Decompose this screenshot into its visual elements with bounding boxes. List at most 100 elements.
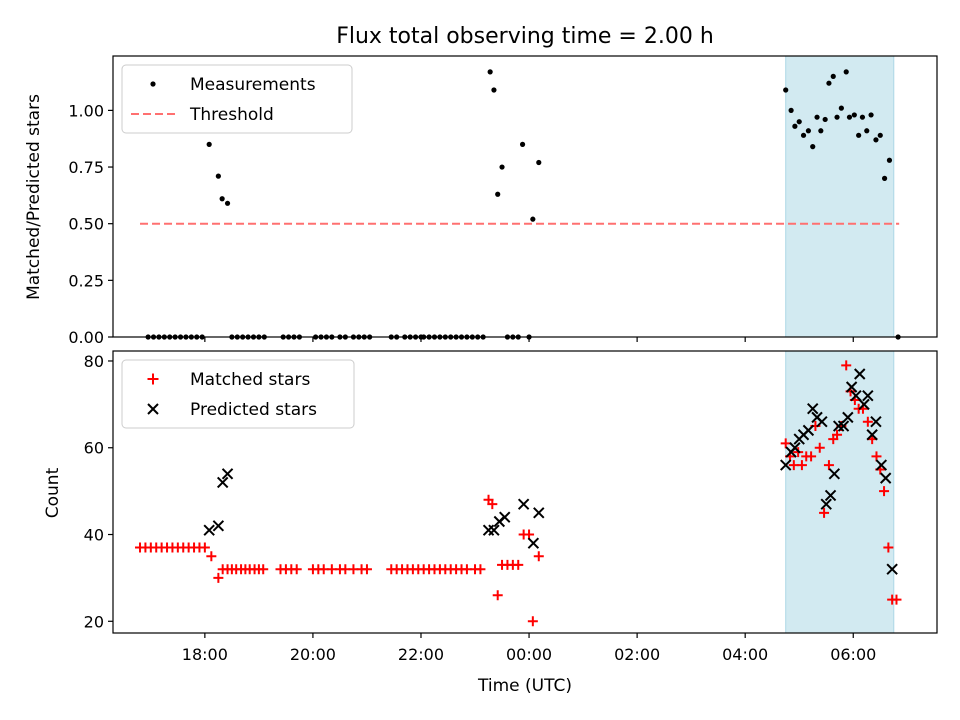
measurement-point xyxy=(206,141,212,147)
matched-star-point xyxy=(513,559,524,570)
y-tick-label: 0.75 xyxy=(68,158,104,177)
matched-star-point xyxy=(823,460,834,471)
measurement-point xyxy=(788,107,794,113)
matched-star-point xyxy=(806,451,817,462)
measurement-point xyxy=(530,216,536,222)
predicted-star-point xyxy=(820,498,832,510)
matched-star-point xyxy=(841,360,852,371)
predicted-star-point xyxy=(780,459,792,471)
predicted-star-point xyxy=(879,472,892,484)
x-tick-label: 02:00 xyxy=(614,645,660,664)
bottom-panel-ticks: 20 40 60 80 18:00 20:00 22:00 00:00 02:00 04:00 06… xyxy=(84,352,877,664)
predicted-star-point xyxy=(832,420,845,432)
legend-predicted-label: Predicted stars xyxy=(190,400,317,420)
matched-star-point xyxy=(862,416,873,427)
y-tick-label: 60 xyxy=(84,439,104,458)
matched-star-point xyxy=(814,442,825,453)
matched-star-point xyxy=(199,542,210,553)
predicted-star-point xyxy=(837,420,850,432)
predicted-star-point xyxy=(870,416,882,428)
measurement-point xyxy=(219,196,225,202)
matched-star-point xyxy=(832,429,843,440)
y-tick-label: 0.50 xyxy=(68,215,104,234)
legend-predicted-marker xyxy=(147,403,159,415)
x-tick-label: 00:00 xyxy=(506,645,552,664)
predicted-star-point xyxy=(845,381,858,393)
bottom-panel-marks xyxy=(135,350,902,634)
matched-star-point xyxy=(819,507,830,518)
measurement-point xyxy=(783,87,789,93)
highlight-span xyxy=(785,350,895,634)
x-tick-label: 18:00 xyxy=(182,645,228,664)
highlight-span xyxy=(785,55,895,338)
x-tick-label: 20:00 xyxy=(290,645,336,664)
matched-star-point xyxy=(883,542,894,553)
matched-star-point xyxy=(361,564,372,575)
predicted-star-point xyxy=(875,459,888,471)
x-tick-label: 04:00 xyxy=(722,645,768,664)
top-panel: 0.00 0.25 0.50 0.75 1.00 Matched/Predicted s… xyxy=(24,55,938,347)
predicted-star-point xyxy=(517,498,530,510)
measurement-point xyxy=(856,132,862,138)
measurement-point xyxy=(868,112,874,118)
predicted-star-point xyxy=(533,507,545,519)
predicted-star-point xyxy=(842,411,854,424)
top-panel-frame xyxy=(112,55,938,338)
predicted-star-point xyxy=(802,424,815,437)
predicted-star-point xyxy=(824,489,837,502)
bottom-panel: 20 40 60 80 18:00 20:00 22:00 00:00 02:00 04:00 06… xyxy=(43,350,938,696)
measurement-point xyxy=(873,137,879,143)
predicted-star-point xyxy=(854,368,866,380)
y-tick-label: 1.00 xyxy=(68,101,104,120)
measurement-point xyxy=(822,116,828,123)
matched-star-point xyxy=(213,572,224,583)
matched-star-point xyxy=(871,451,882,462)
legend-measurements-label: Measurements xyxy=(190,75,316,95)
predicted-star-point xyxy=(527,537,540,549)
legend-matched-label: Matched stars xyxy=(190,370,310,390)
y-tick-label: 40 xyxy=(84,526,104,545)
top-legend-box xyxy=(121,64,353,134)
matched-star-point xyxy=(796,460,807,471)
measurement-point xyxy=(499,164,505,170)
x-tick-label: 06:00 xyxy=(830,645,876,664)
predicted-star-point xyxy=(850,389,862,402)
measurement-point xyxy=(851,112,857,118)
legend-matched-marker xyxy=(147,373,159,385)
top-panel-marks xyxy=(140,55,901,340)
predicted-star-point xyxy=(807,402,819,415)
measurement-point xyxy=(838,105,844,111)
measurement-point xyxy=(886,157,893,163)
measurement-point xyxy=(859,114,866,120)
predicted-star-point xyxy=(499,511,511,523)
bottom-legend-box xyxy=(121,359,355,429)
matched-star-point xyxy=(258,564,269,575)
legend-measurements-marker xyxy=(150,81,156,87)
predicted-star-point xyxy=(488,524,500,536)
x-tick-label: 22:00 xyxy=(398,645,444,664)
predicted-star-point xyxy=(858,398,870,411)
predicted-star-point xyxy=(212,520,225,532)
y-tick-label: 80 xyxy=(84,352,104,371)
predicted-star-point xyxy=(789,442,801,454)
measurement-point xyxy=(800,132,807,138)
top-legend: Measurements Threshold xyxy=(121,64,353,134)
measurement-point xyxy=(846,114,853,120)
measurement-point xyxy=(814,114,820,120)
measurement-point xyxy=(877,132,883,138)
measurement-point xyxy=(487,69,493,75)
matched-star-point xyxy=(206,551,217,562)
matched-star-point xyxy=(527,616,538,627)
predicted-star-point xyxy=(862,389,874,402)
matched-star-point xyxy=(879,486,890,497)
measurement-point xyxy=(536,159,542,166)
y-tick-label: 20 xyxy=(84,612,104,631)
predicted-star-point xyxy=(482,524,495,536)
measurement-point xyxy=(818,128,824,134)
measurement-point xyxy=(519,141,526,147)
matched-star-point xyxy=(780,438,791,449)
predicted-star-point xyxy=(866,429,878,441)
top-y-axis-label: Matched/Predicted stars xyxy=(24,94,44,300)
x-axis-label: Time (UTC) xyxy=(477,676,572,696)
